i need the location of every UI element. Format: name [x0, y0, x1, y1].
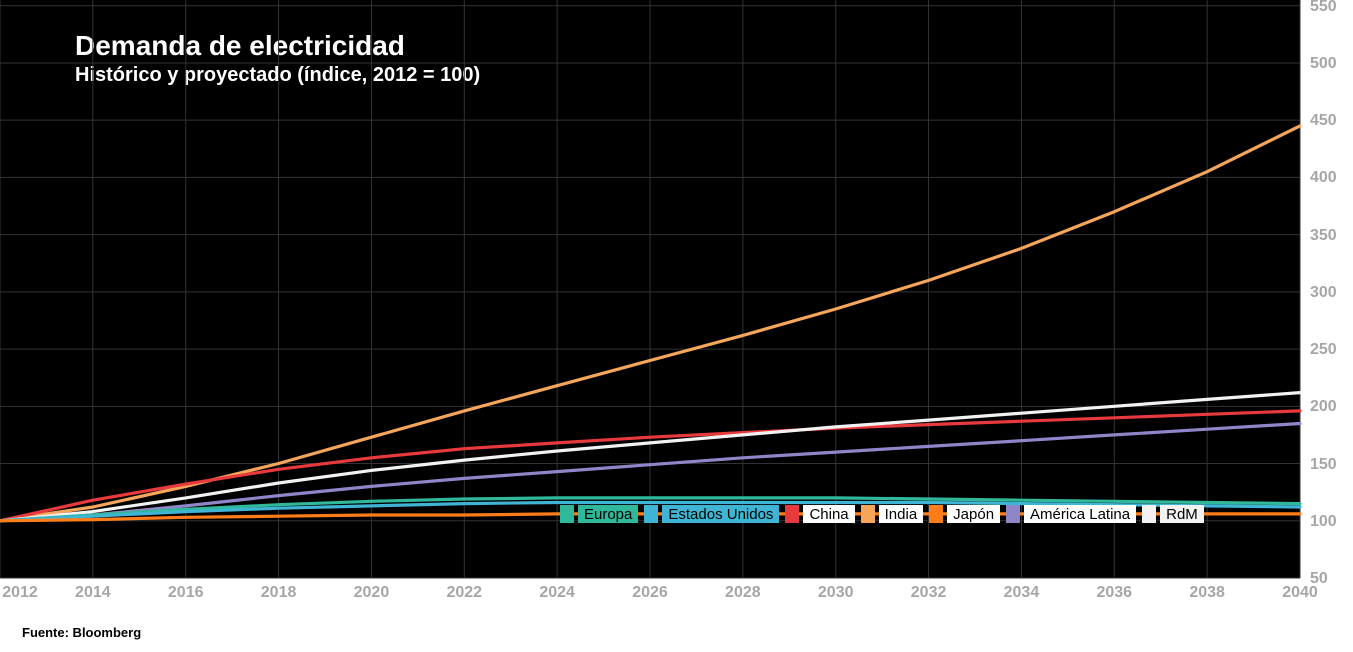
x-tick-label: 2018	[261, 584, 297, 602]
x-tick-label: 2020	[354, 584, 390, 602]
y-tick-label: 450	[1310, 112, 1337, 130]
legend-swatch	[861, 505, 875, 523]
legend-swatch	[785, 505, 799, 523]
x-tick-label: 2038	[1189, 584, 1225, 602]
x-tick-label: 2012	[2, 584, 38, 602]
y-tick-label: 250	[1310, 341, 1337, 359]
legend: Europa Estados Unidos China India Japón Améri…	[560, 505, 1204, 523]
y-tick-label: 300	[1310, 284, 1337, 302]
legend-swatch	[1142, 505, 1156, 523]
source-text: Fuente: Bloomberg	[22, 625, 141, 640]
x-tick-label: 2036	[1096, 584, 1132, 602]
y-tick-label: 100	[1310, 513, 1337, 531]
chart-title: Demanda de electricidad	[75, 30, 405, 62]
legend-swatch	[929, 505, 943, 523]
x-tick-label: 2016	[168, 584, 204, 602]
legend-label: India	[879, 505, 924, 523]
x-tick-label: 2014	[75, 584, 111, 602]
x-tick-label: 2026	[632, 584, 668, 602]
legend-swatch	[1006, 505, 1020, 523]
x-tick-label: 2024	[539, 584, 575, 602]
x-tick-label: 2028	[725, 584, 761, 602]
x-tick-label: 2030	[818, 584, 854, 602]
legend-item-usa: Estados Unidos	[644, 505, 779, 523]
legend-swatch	[560, 505, 574, 523]
legend-label: Japón	[947, 505, 1000, 523]
y-tick-label: 550	[1310, 0, 1337, 16]
legend-item-latam: América Latina	[1006, 505, 1136, 523]
chart-subtitle: Histórico y proyectado (índice, 2012 = 1…	[75, 64, 480, 87]
y-tick-label: 150	[1310, 456, 1337, 474]
x-tick-label: 2022	[446, 584, 482, 602]
y-tick-label: 500	[1310, 55, 1337, 73]
y-tick-label: 200	[1310, 398, 1337, 416]
legend-label: China	[803, 505, 854, 523]
legend-item-japon: Japón	[929, 505, 1000, 523]
x-tick-label: 2034	[1004, 584, 1040, 602]
legend-label: Estados Unidos	[662, 505, 779, 523]
legend-item-rdm: RdM	[1142, 505, 1204, 523]
legend-item-china: China	[785, 505, 854, 523]
chart-container: Demanda de electricidad Histórico y proy…	[0, 0, 1353, 652]
legend-item-europa: Europa	[560, 505, 638, 523]
legend-label: América Latina	[1024, 505, 1136, 523]
legend-label: Europa	[578, 505, 638, 523]
y-tick-label: 350	[1310, 227, 1337, 245]
y-tick-label: 400	[1310, 169, 1337, 187]
legend-swatch	[644, 505, 658, 523]
legend-item-india: India	[861, 505, 924, 523]
x-tick-label: 2032	[911, 584, 947, 602]
x-tick-label: 2040	[1282, 584, 1318, 602]
legend-label: RdM	[1160, 505, 1204, 523]
